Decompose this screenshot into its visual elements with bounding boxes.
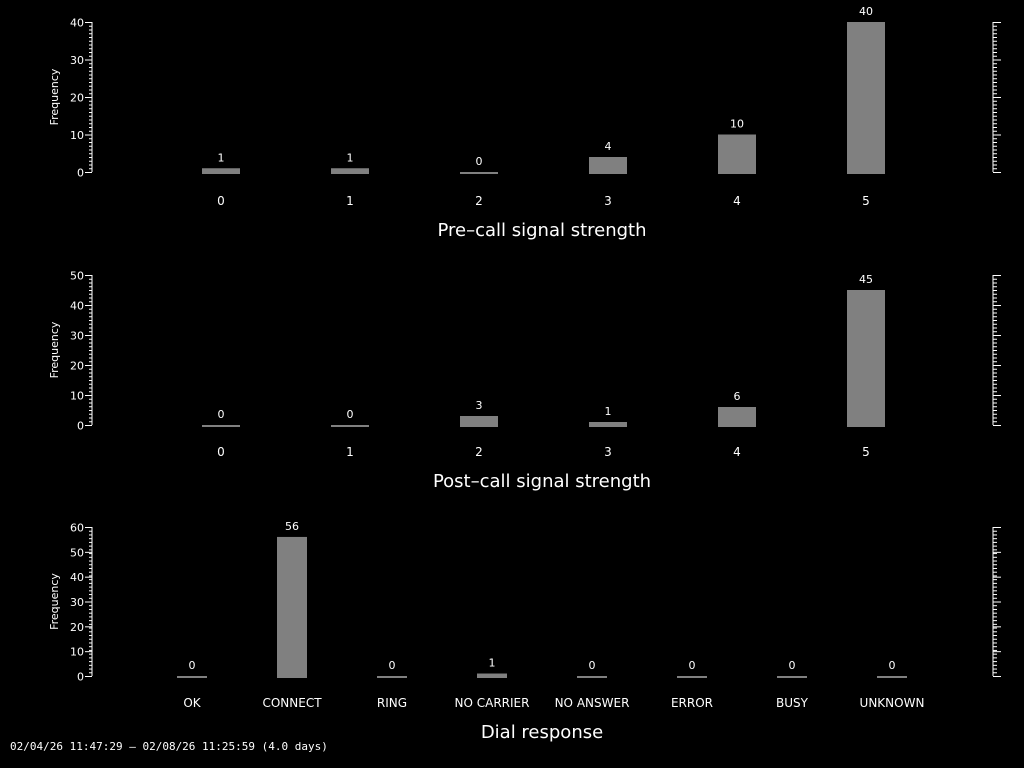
- panel-3-bar-value-label-7: 0: [889, 659, 896, 672]
- panel-2-bar-value-label-1: 0: [347, 408, 354, 421]
- panel-3-x-tick-label-5: ERROR: [671, 696, 713, 710]
- panel-3-y-tick-label: 50: [70, 546, 84, 559]
- panel-1-bar-5: [847, 22, 885, 174]
- panel-2-bar-value-label-3: 1: [605, 405, 612, 418]
- panel-3-x-tick-label-2: RING: [377, 696, 407, 710]
- panel-2-bar-value-label-2: 3: [476, 399, 483, 412]
- panel-1-bar-value-label-2: 0: [476, 155, 483, 168]
- time-range-footer: 02/04/26 11:47:29 – 02/08/26 11:25:59 (4…: [10, 740, 328, 753]
- panel-3-x-tick-label-6: BUSY: [776, 696, 809, 710]
- panel-1-bar-1: [331, 168, 369, 174]
- panel-2-x-tick-label-4: 4: [733, 445, 741, 459]
- panel-1-bar-2: [460, 172, 498, 174]
- panel-3-y-axis-label: Frequency: [48, 573, 61, 630]
- panel-1-y-tick-label: 10: [70, 129, 84, 142]
- panel-2-y-tick-label: 40: [70, 300, 84, 313]
- panel-3-x-tick-label-4: NO ANSWER: [555, 696, 630, 710]
- panel-3-x-tick-label-0: OK: [183, 696, 201, 710]
- panel-1-x-axis-label: Pre–call signal strength: [437, 220, 646, 241]
- panel-3-bar-0: [177, 676, 207, 678]
- panel-2-bar-2: [460, 416, 498, 427]
- panel-1-x-tick-label-4: 4: [733, 194, 741, 208]
- panel-3-bar-value-label-6: 0: [789, 659, 796, 672]
- panel-3-bar-5: [677, 676, 707, 678]
- panel-3-bar-value-label-0: 0: [189, 659, 196, 672]
- panel-3-x-tick-label-7: UNKNOWN: [860, 696, 925, 710]
- panel-2-y-axis-label: Frequency: [48, 321, 61, 378]
- panel-1-bar-0: [202, 168, 240, 174]
- panel-1-x-tick-label-5: 5: [862, 194, 870, 208]
- panel-3-bar-3: [477, 673, 507, 678]
- panel-3-bar-4: [577, 676, 607, 678]
- panel-2-bar-0: [202, 425, 240, 427]
- panel-3-bar-value-label-5: 0: [689, 659, 696, 672]
- panel-1-bar-value-label-3: 4: [605, 140, 612, 153]
- panel-3-bar-value-label-1: 56: [285, 520, 299, 533]
- panel-1-x-tick-label-2: 2: [475, 194, 483, 208]
- panel-2-x-tick-label-5: 5: [862, 445, 870, 459]
- panel-3-bar-7: [877, 676, 907, 678]
- panel-2-bar-value-label-0: 0: [218, 408, 225, 421]
- panel-2-bar-value-label-5: 45: [859, 273, 873, 286]
- panel-2-bar-1: [331, 425, 369, 427]
- panel-1-y-tick-label: 0: [77, 167, 84, 180]
- panel-3-x-tick-label-1: CONNECT: [262, 696, 322, 710]
- panel-1-bar-3: [589, 157, 627, 174]
- panel-2-bar-3: [589, 422, 627, 427]
- panel-3-bar-value-label-2: 0: [389, 659, 396, 672]
- panel-3-y-tick-label: 40: [70, 571, 84, 584]
- panel-3-x-axis-label: Dial response: [481, 722, 603, 743]
- panel-2-y-tick-label: 50: [70, 270, 84, 283]
- panel-2-x-tick-label-0: 0: [217, 445, 225, 459]
- panel-3-bar-6: [777, 676, 807, 678]
- panel-3-y-tick-label: 0: [77, 671, 84, 684]
- panel-1-x-tick-label-1: 1: [346, 194, 354, 208]
- panel-1-bar-value-label-5: 40: [859, 5, 873, 18]
- panel-3-y-tick-label: 30: [70, 596, 84, 609]
- panel-2-x-tick-label-1: 1: [346, 445, 354, 459]
- panel-1-y-tick-label: 40: [70, 17, 84, 30]
- panel-3-bar-1: [277, 536, 307, 678]
- panel-1-bar-value-label-1: 1: [347, 151, 354, 164]
- panel-2-x-axis-label: Post–call signal strength: [433, 471, 651, 492]
- panel-2-bar-4: [718, 407, 756, 427]
- panel-2-y-tick-label: 0: [77, 420, 84, 433]
- panel-2-y-tick-label: 20: [70, 360, 84, 373]
- panel-3-bar-value-label-4: 0: [589, 659, 596, 672]
- panel-3-bar-value-label-3: 1: [489, 657, 496, 670]
- panel-3-bar-2: [377, 676, 407, 678]
- panel-2-y-tick-label: 10: [70, 390, 84, 403]
- panel-2-x-tick-label-3: 3: [604, 445, 612, 459]
- panel-1-bar-4: [718, 134, 756, 174]
- panel-2-x-tick-label-2: 2: [475, 445, 483, 459]
- panel-2-bar-value-label-4: 6: [734, 390, 741, 403]
- panel-1-y-tick-label: 30: [70, 54, 84, 67]
- panel-3-y-tick-label: 10: [70, 646, 84, 659]
- panel-1-y-axis-label: Frequency: [48, 68, 61, 125]
- panel-1-x-tick-label-0: 0: [217, 194, 225, 208]
- panel-2-y-tick-label: 30: [70, 330, 84, 343]
- panel-1-x-tick-label-3: 3: [604, 194, 612, 208]
- panel-3-y-tick-label: 20: [70, 621, 84, 634]
- panel-3-y-tick-label: 60: [70, 522, 84, 535]
- panel-1-y-tick-label: 20: [70, 92, 84, 105]
- panel-3-x-tick-label-3: NO CARRIER: [455, 696, 530, 710]
- panel-2-bar-5: [847, 290, 885, 427]
- panel-1-bar-value-label-4: 10: [730, 118, 744, 131]
- panel-1-bar-value-label-0: 1: [218, 151, 225, 164]
